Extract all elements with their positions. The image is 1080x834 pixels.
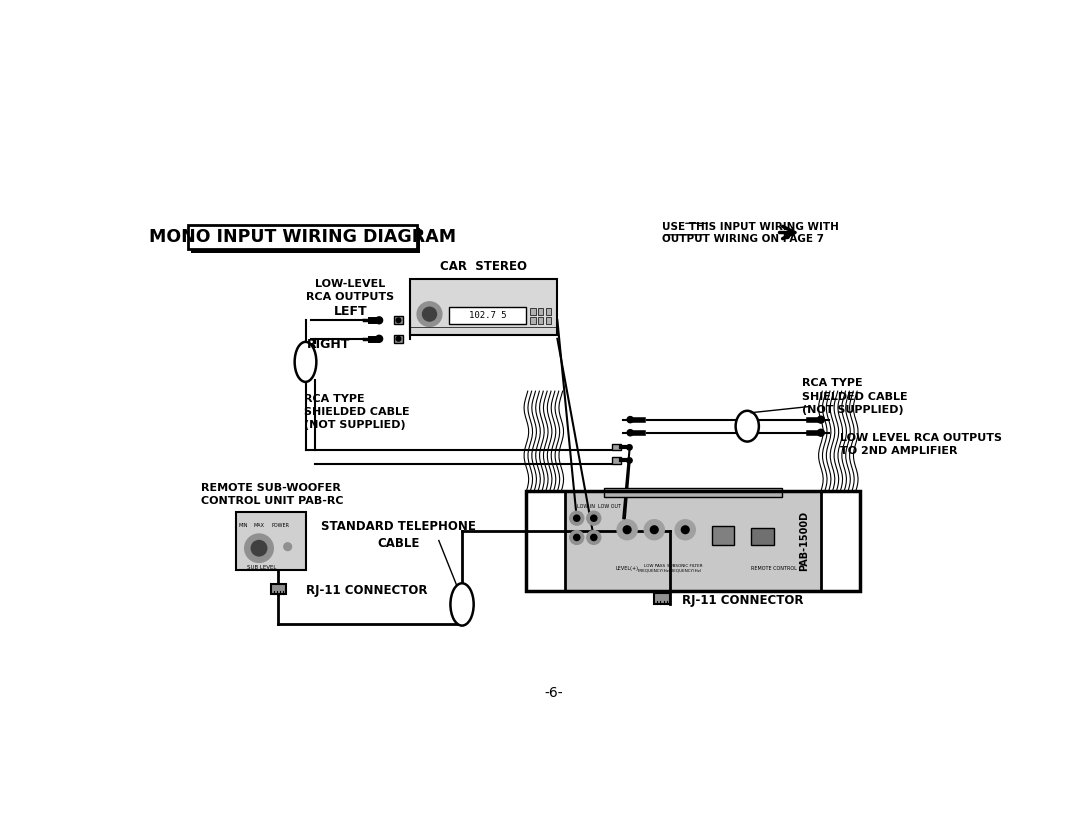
Text: MIN: MIN xyxy=(239,524,248,529)
Text: POWER: POWER xyxy=(272,524,289,529)
Circle shape xyxy=(626,458,632,463)
Circle shape xyxy=(396,336,401,341)
Bar xyxy=(565,491,821,591)
Circle shape xyxy=(650,526,658,534)
Text: OUTPUT WIRING ON PAGE 7: OUTPUT WIRING ON PAGE 7 xyxy=(662,234,824,244)
Circle shape xyxy=(396,318,401,323)
Circle shape xyxy=(284,543,292,550)
Circle shape xyxy=(617,520,637,540)
Circle shape xyxy=(570,530,583,545)
Text: REMOTE CONTROL: REMOTE CONTROL xyxy=(751,565,797,570)
Text: SUBSONIC FILTER
FREQUENCY(Hz): SUBSONIC FILTER FREQUENCY(Hz) xyxy=(667,564,703,572)
Text: RJ-11 CONNECTOR: RJ-11 CONNECTOR xyxy=(306,584,427,597)
Text: REMOTE SUB-WOOFER
CONTROL UNIT PAB-RC: REMOTE SUB-WOOFER CONTROL UNIT PAB-RC xyxy=(201,483,343,506)
Circle shape xyxy=(422,307,436,321)
Ellipse shape xyxy=(735,411,759,441)
Bar xyxy=(545,317,551,324)
Text: LEVEL(+): LEVEL(+) xyxy=(616,565,638,570)
Circle shape xyxy=(675,520,696,540)
Bar xyxy=(410,279,557,335)
Text: LOW-LEVEL
RCA OUTPUTS: LOW-LEVEL RCA OUTPUTS xyxy=(307,279,394,302)
Circle shape xyxy=(626,445,632,450)
Circle shape xyxy=(245,535,273,562)
Circle shape xyxy=(623,526,631,534)
Bar xyxy=(604,488,782,497)
Ellipse shape xyxy=(295,342,316,382)
Text: USE THIS INPUT WIRING WITH: USE THIS INPUT WIRING WITH xyxy=(662,222,839,232)
Bar xyxy=(654,593,670,604)
Circle shape xyxy=(818,430,824,436)
Text: RIGHT: RIGHT xyxy=(307,339,350,351)
Bar xyxy=(191,228,420,253)
Bar xyxy=(545,308,551,315)
Text: SUB LEVEL: SUB LEVEL xyxy=(247,565,276,570)
Circle shape xyxy=(376,317,382,324)
Bar xyxy=(526,491,860,591)
Text: RCA TYPE
SHIELDED CABLE
(NOT SUPPLIED): RCA TYPE SHIELDED CABLE (NOT SUPPLIED) xyxy=(801,379,907,414)
Circle shape xyxy=(586,511,600,525)
Circle shape xyxy=(627,430,633,436)
Bar xyxy=(188,225,417,249)
Bar xyxy=(538,317,543,324)
Circle shape xyxy=(573,535,580,540)
Bar xyxy=(530,317,536,324)
Circle shape xyxy=(591,535,597,540)
Ellipse shape xyxy=(450,583,474,626)
Bar xyxy=(530,308,536,315)
Text: LOW IN  LOW OUT: LOW IN LOW OUT xyxy=(577,504,621,509)
Circle shape xyxy=(627,416,633,423)
Text: PAB-1500D: PAB-1500D xyxy=(799,511,809,571)
Circle shape xyxy=(570,511,583,525)
Text: LEFT: LEFT xyxy=(334,305,367,319)
Circle shape xyxy=(644,520,664,540)
Bar xyxy=(611,445,621,450)
Bar xyxy=(394,335,403,343)
Text: CAR  STEREO: CAR STEREO xyxy=(441,260,527,274)
Text: STANDARD TELEPHONE
CABLE: STANDARD TELEPHONE CABLE xyxy=(321,520,476,550)
Text: LOW PASS
FREQUENCY(Hz): LOW PASS FREQUENCY(Hz) xyxy=(637,564,671,572)
Text: MAX: MAX xyxy=(254,524,265,529)
Circle shape xyxy=(591,515,597,521)
Bar xyxy=(394,316,403,324)
Text: LOW LEVEL RCA OUTPUTS
TO 2ND AMPLIFIER: LOW LEVEL RCA OUTPUTS TO 2ND AMPLIFIER xyxy=(840,433,1002,456)
Circle shape xyxy=(818,416,824,423)
Bar xyxy=(271,584,286,595)
Text: RCA TYPE
SHIELDED CABLE
(NOT SUPPLIED): RCA TYPE SHIELDED CABLE (NOT SUPPLIED) xyxy=(303,394,409,430)
Circle shape xyxy=(252,540,267,556)
Circle shape xyxy=(417,302,442,326)
Bar xyxy=(611,457,621,464)
Bar xyxy=(235,512,306,570)
Text: MONO INPUT WIRING DIAGRAM: MONO INPUT WIRING DIAGRAM xyxy=(149,229,456,246)
Bar xyxy=(538,308,543,315)
Bar xyxy=(713,526,734,545)
Circle shape xyxy=(586,530,600,545)
Text: RJ-11 CONNECTOR: RJ-11 CONNECTOR xyxy=(683,594,804,607)
Bar xyxy=(449,307,526,324)
Text: 102.7 5: 102.7 5 xyxy=(469,311,507,320)
Circle shape xyxy=(376,335,382,342)
Circle shape xyxy=(681,526,689,534)
Circle shape xyxy=(573,515,580,521)
Text: -6-: -6- xyxy=(544,686,563,700)
Bar xyxy=(751,528,774,545)
